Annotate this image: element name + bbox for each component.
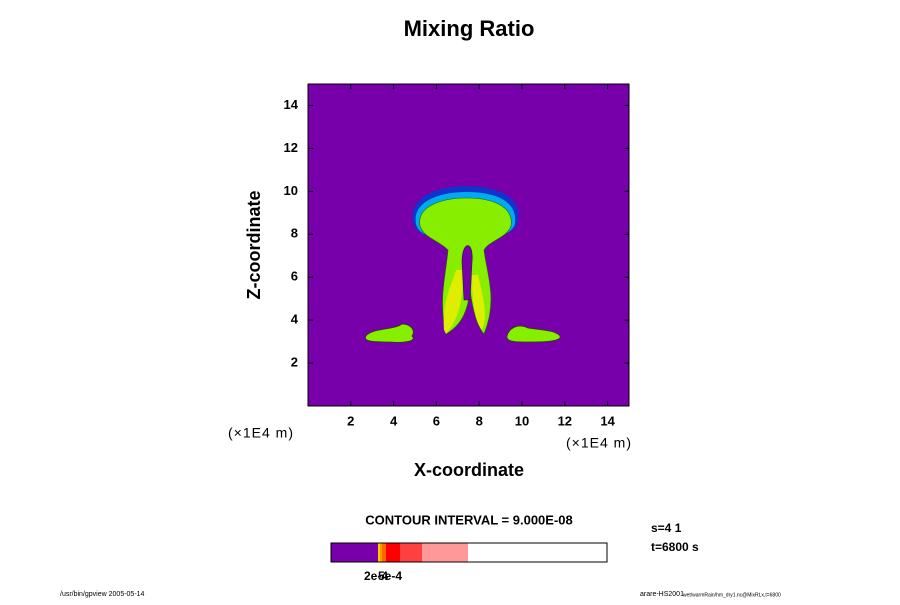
colorbar-segment [386,543,400,562]
colorbar-segment [380,543,382,562]
footer: arare-HS2001 [640,591,684,598]
info: s=4 1 [651,521,682,535]
colorbar-frame [330,542,608,563]
y-tick-label: 8 [291,226,298,241]
y-tick-label: 4 [291,312,299,327]
colorbar-segment [400,543,422,562]
y-tick-label: 10 [284,183,298,198]
y-unit: (×1E4 m) [228,425,294,441]
x-tick-label: 4 [390,413,398,428]
colorbar-segment [382,543,386,562]
x-unit: (×1E4 m) [566,435,632,451]
colorbar-segment [331,543,378,562]
y-axis-label: Z-coordinate [244,190,264,299]
y-tick-label: 2 [291,355,298,370]
colorbar-label: 2e-4 [364,569,388,583]
x-tick-label: 12 [558,413,572,428]
footer: wet/warmRain/hm_dry1.nc@MixRt,x,t=6800 [683,592,781,598]
x-tick-label: 2 [347,413,354,428]
x-tick-label: 14 [600,413,615,428]
chart-title: Mixing Ratio [404,16,535,41]
contour-shapes [365,186,561,343]
x-axis-label: X-coordinate [414,460,524,480]
info: t=6800 s [651,540,699,554]
colorbar-segment [378,543,380,562]
contour-interval: CONTOUR INTERVAL = 9.000E-08 [365,512,572,527]
y-tick-label: 6 [291,269,298,284]
y-tick-label: 14 [284,97,299,112]
footer: /usr/bin/gpview 2005-05-14 [60,591,145,598]
colorbar-label: 5e-4 [378,569,402,583]
x-tick-label: 8 [476,413,483,428]
x-tick-label: 10 [515,413,529,428]
y-tick-label: 12 [284,140,298,155]
colorbar-segment [422,543,468,562]
x-tick-label: 6 [433,413,440,428]
